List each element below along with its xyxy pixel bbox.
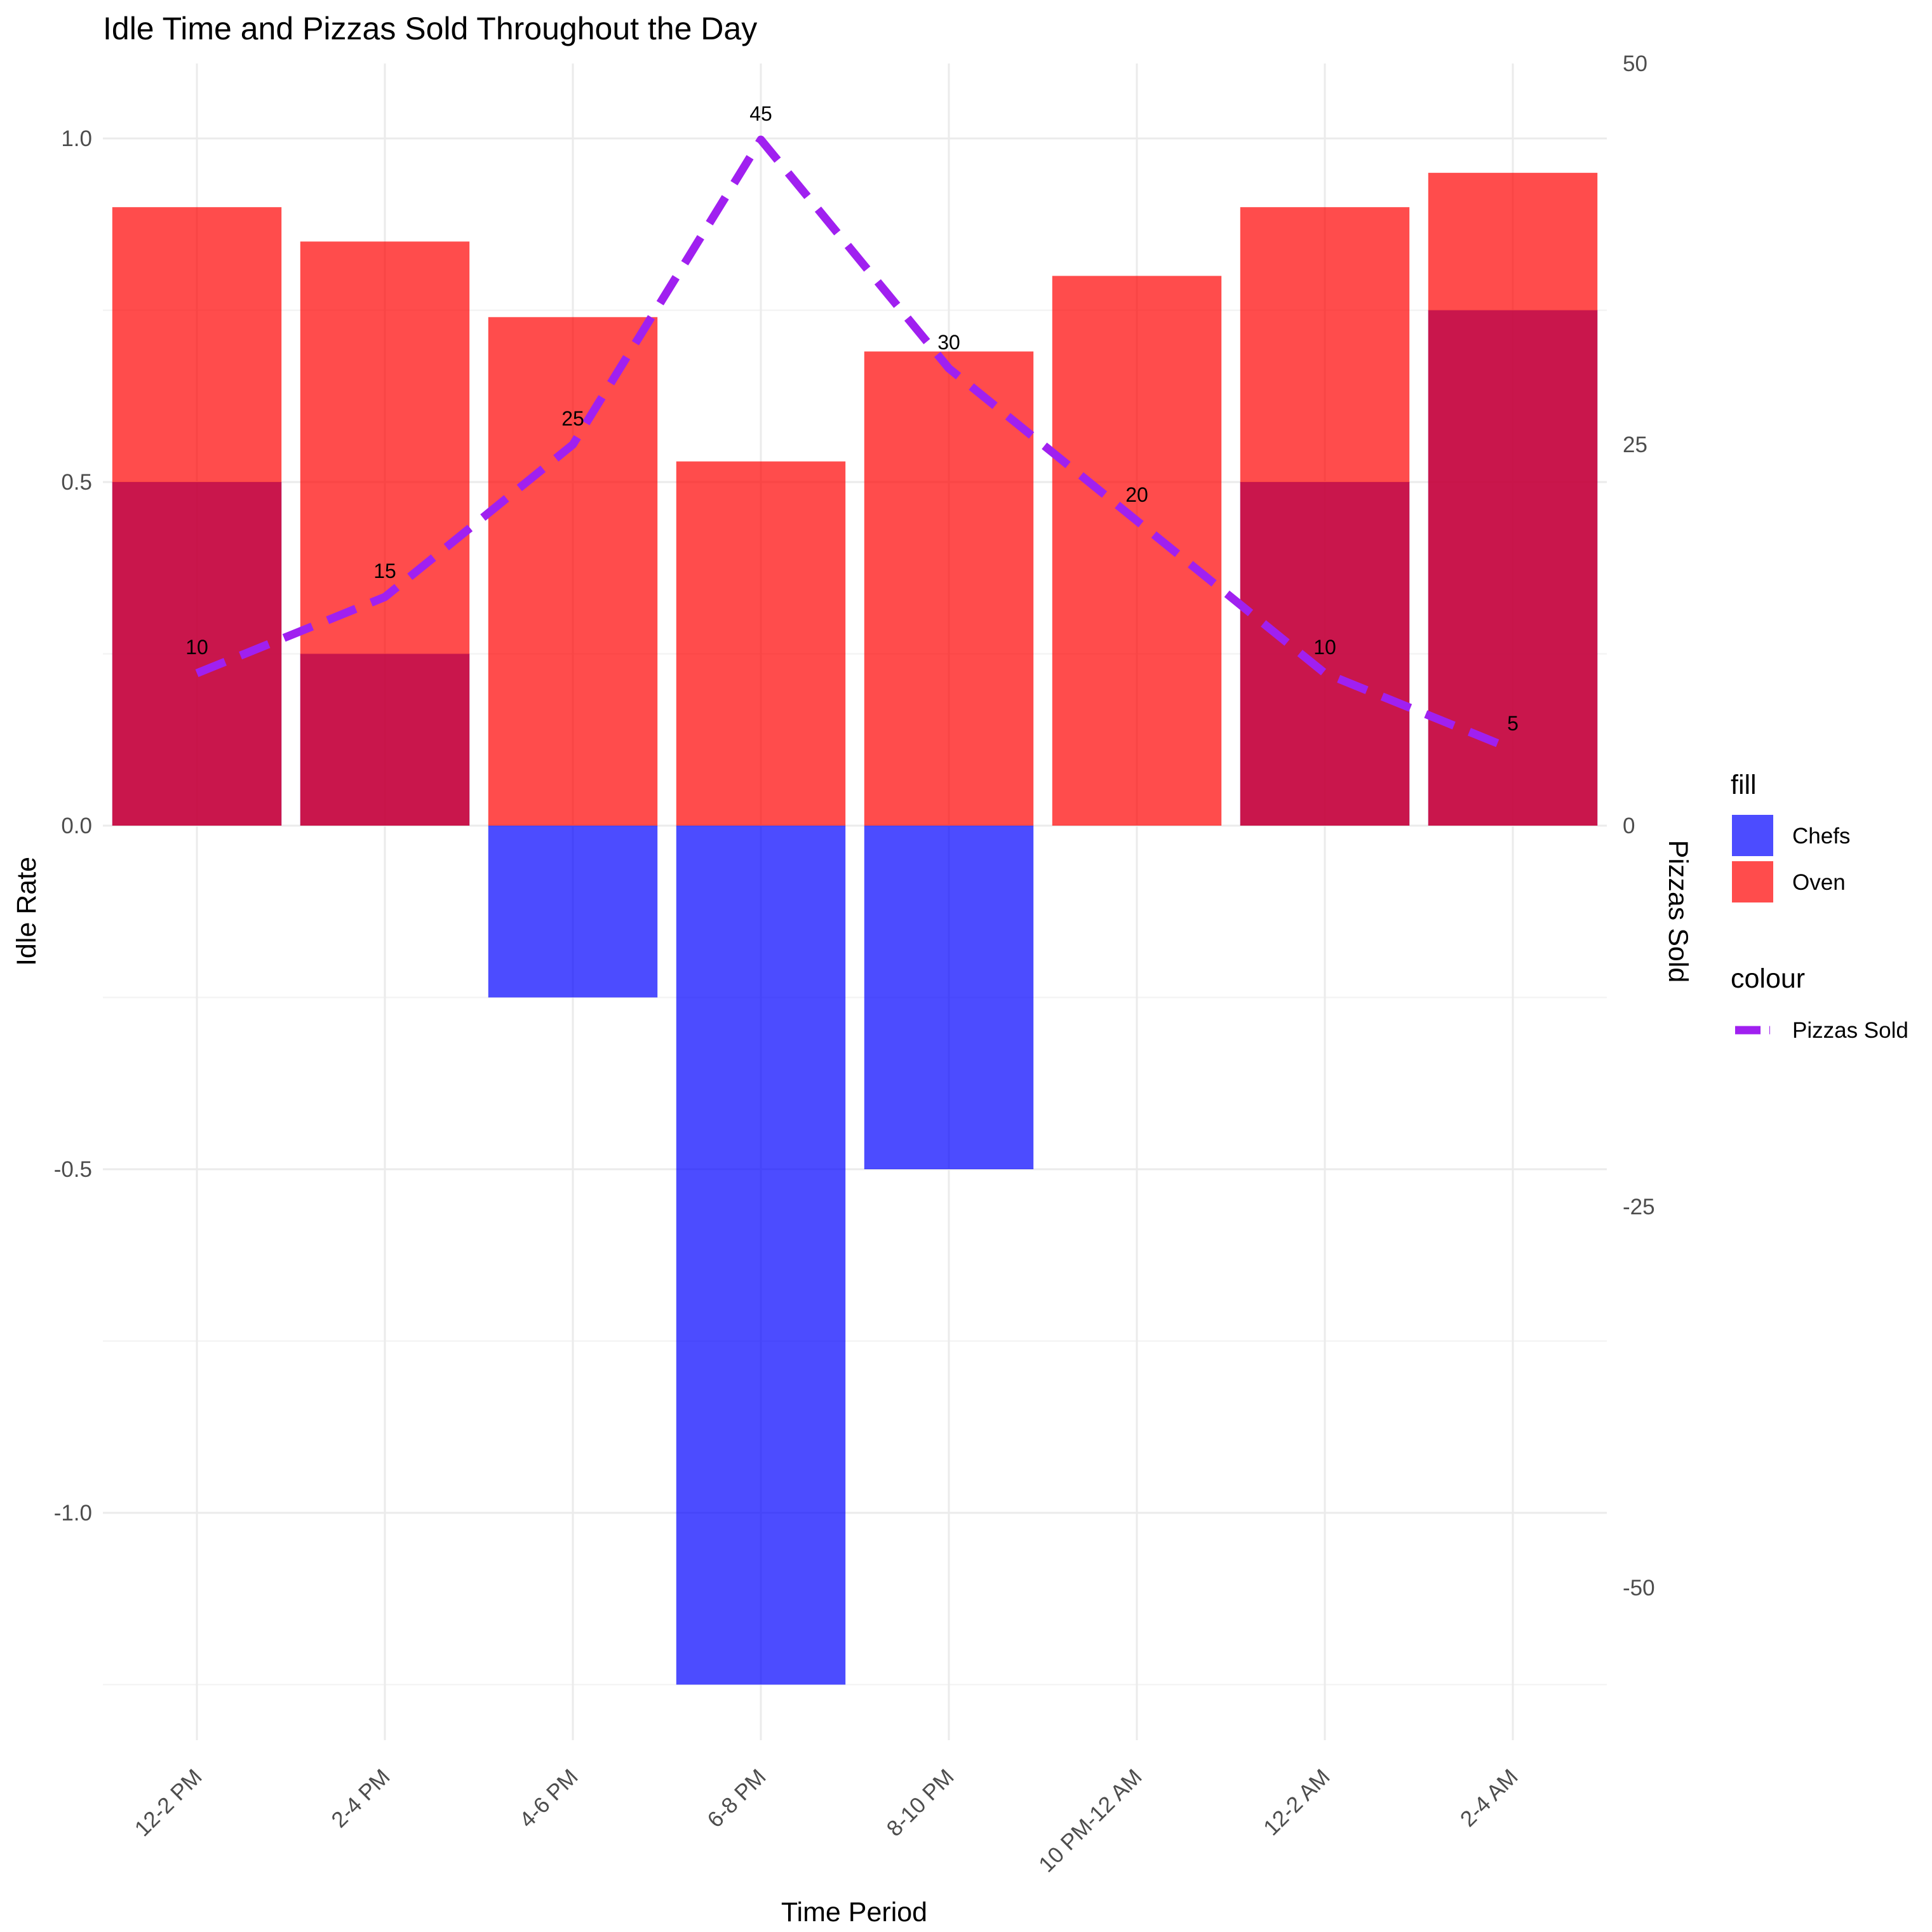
y2-tick-label: -50 xyxy=(1623,1576,1655,1600)
label-layer: 10 15 25 45 30 20 10 5 xyxy=(185,102,1519,735)
bar-oven-2-4-am xyxy=(1428,173,1598,826)
line-layer xyxy=(195,135,1515,754)
y-tick-label: 1.0 xyxy=(61,126,92,151)
y2-axis-title: Pizzas Sold xyxy=(1663,840,1693,983)
data-label-pizzas-sold: 15 xyxy=(373,560,396,582)
legend-label-pizzas-sold: Pizzas Sold xyxy=(1792,1018,1909,1043)
data-label-pizzas-sold: 25 xyxy=(561,407,584,430)
data-label-pizzas-sold: 20 xyxy=(1125,483,1148,506)
bar-chefs-4-6-pm xyxy=(488,826,658,998)
bar-oven-8-10-pm xyxy=(864,351,1034,826)
bar-chefs-8-10-pm xyxy=(864,826,1034,1169)
data-label-pizzas-sold: 45 xyxy=(749,102,772,125)
bar-chefs-6-8-pm xyxy=(676,826,846,1685)
legend-label-chefs: Chefs xyxy=(1792,824,1850,849)
bar-oven-12-2-pm xyxy=(112,207,282,826)
y-axis-title: Idle Rate xyxy=(11,857,42,966)
legend-swatch-oven xyxy=(1732,861,1773,902)
y-tick-label: 0.5 xyxy=(61,470,92,495)
bar-oven-12-2-am xyxy=(1240,207,1410,826)
y2-tick-label: 25 xyxy=(1623,433,1647,457)
bar-oven-10-pm-12-am xyxy=(1052,276,1222,826)
bar-oven-2-4-pm xyxy=(300,241,470,826)
line-pizzas-sold xyxy=(195,135,1515,754)
legend-fill-title: fill xyxy=(1731,770,1757,800)
y-tick-label: -0.5 xyxy=(54,1157,92,1182)
data-label-pizzas-sold: 5 xyxy=(1507,712,1519,735)
data-label-pizzas-sold: 10 xyxy=(185,636,208,659)
bar-oven-6-8-pm xyxy=(676,461,846,826)
y-tick-label: 0.0 xyxy=(61,814,92,838)
y2-tick-label: 50 xyxy=(1623,51,1647,76)
legend-label-oven: Oven xyxy=(1792,870,1846,895)
legend-layer: fill Chefs Oven colour Pizzas Sold xyxy=(1731,770,1909,1043)
y2-tick-label: 0 xyxy=(1623,814,1635,838)
legend-swatch-chefs xyxy=(1732,815,1773,856)
y2-tick-label: -25 xyxy=(1623,1195,1655,1219)
data-label-pizzas-sold: 10 xyxy=(1313,636,1336,659)
legend-colour-title: colour xyxy=(1731,963,1805,994)
x-axis-title: Time Period xyxy=(781,1897,927,1928)
data-label-pizzas-sold: 30 xyxy=(937,331,960,354)
bar-oven-4-6-pm xyxy=(488,317,658,826)
y-tick-label: -1.0 xyxy=(54,1501,92,1526)
chart-title: Idle Time and Pizzas Sold Throughout the… xyxy=(103,11,757,46)
